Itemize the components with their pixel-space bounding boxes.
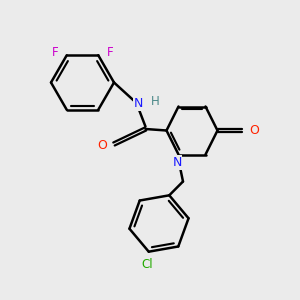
Text: F: F — [107, 46, 113, 59]
Text: H: H — [151, 94, 159, 108]
Text: Cl: Cl — [141, 258, 153, 271]
Text: O: O — [98, 139, 107, 152]
Text: F: F — [52, 46, 58, 59]
Text: O: O — [249, 124, 259, 137]
Text: N: N — [133, 97, 143, 110]
Text: N: N — [172, 156, 182, 169]
